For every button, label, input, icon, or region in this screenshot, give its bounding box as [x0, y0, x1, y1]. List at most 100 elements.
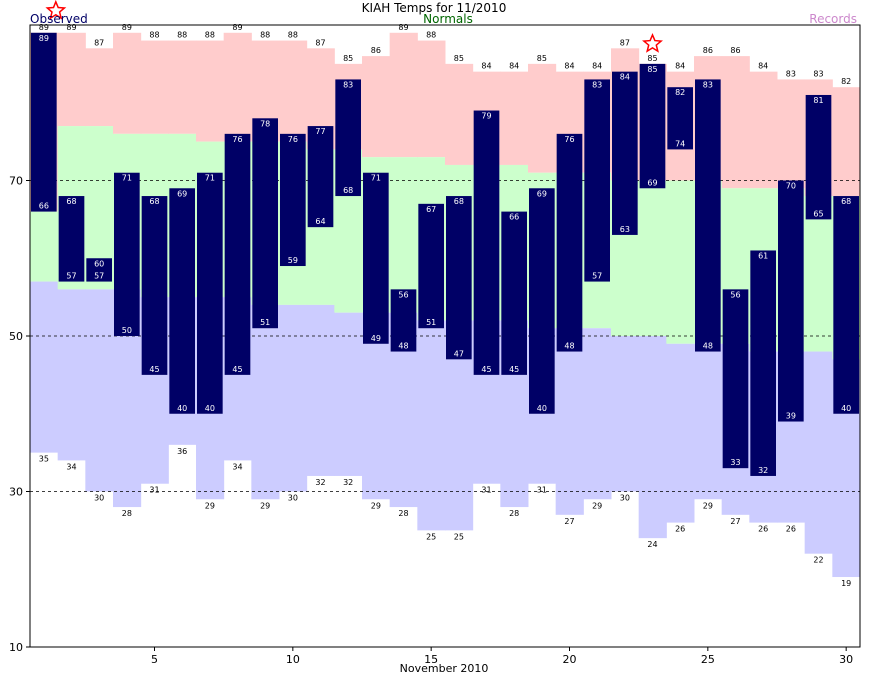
observed-high-label: 69	[537, 189, 547, 198]
x-tick-label: 25	[701, 653, 715, 666]
observed-bar	[805, 94, 832, 220]
observed-bar	[335, 79, 361, 197]
record-high-band	[168, 40, 197, 134]
y-tick-label: 50	[9, 330, 23, 343]
x-tick-label: 30	[839, 653, 853, 666]
observed-bar	[280, 133, 306, 267]
record-high-band	[528, 63, 557, 173]
observed-bar	[556, 133, 583, 352]
record-low-label: 29	[592, 501, 602, 510]
observed-low-label: 48	[703, 342, 713, 351]
record-low-label: 29	[703, 501, 713, 510]
record-high-label: 82	[841, 77, 851, 86]
legend-records: Records	[809, 12, 857, 26]
observed-low-label: 32	[758, 466, 768, 475]
observed-bar	[86, 258, 112, 282]
observed-bar	[584, 79, 610, 282]
record-low-band	[85, 289, 114, 492]
observed-high-label: 71	[122, 174, 132, 183]
observed-high-label: 83	[592, 80, 602, 89]
record-low-label: 28	[122, 509, 132, 518]
legend-normals: Normals	[423, 12, 473, 26]
record-low-label: 28	[509, 509, 519, 518]
record-high-band	[196, 40, 225, 142]
record-high-label: 88	[426, 31, 436, 40]
observed-low-label: 40	[841, 404, 851, 413]
observed-high-label: 89	[39, 34, 49, 43]
record-low-label: 31	[481, 486, 491, 495]
record-high-label: 84	[481, 62, 491, 71]
legend-observed: Observed	[30, 12, 88, 26]
record-low-label: 24	[647, 540, 657, 549]
observed-bar	[750, 250, 776, 476]
record-high-label: 85	[537, 54, 547, 63]
observed-bar	[778, 180, 804, 422]
record-low-label: 28	[398, 509, 408, 518]
observed-low-label: 66	[39, 202, 49, 211]
observed-bar	[612, 71, 638, 235]
record-high-label: 88	[149, 31, 159, 40]
record-high-band	[749, 71, 778, 189]
record-high-band	[445, 63, 474, 165]
record-low-label: 29	[260, 501, 270, 510]
observed-low-label: 33	[730, 458, 740, 467]
observed-low-label: 47	[454, 349, 464, 358]
observed-bar	[446, 196, 472, 360]
record-high-label: 84	[592, 62, 602, 71]
y-tick-label: 10	[9, 641, 23, 654]
observed-low-label: 64	[315, 217, 325, 226]
record-high-label: 88	[205, 31, 215, 40]
record-high-band	[57, 32, 86, 127]
x-tick-label: 5	[151, 653, 158, 666]
record-low-label: 26	[675, 525, 685, 534]
normal-band	[389, 157, 418, 313]
record-low-label: 19	[841, 579, 851, 588]
observed-high-label: 67	[426, 205, 436, 214]
record-low-band	[251, 304, 280, 500]
observed-high-label: 78	[260, 119, 270, 128]
record-high-label: 84	[758, 62, 768, 71]
observed-bar	[529, 188, 555, 414]
observed-bar	[473, 110, 500, 375]
observed-high-label: 61	[758, 251, 768, 260]
record-low-label: 30	[94, 494, 104, 503]
observed-low-label: 40	[177, 404, 187, 413]
record-high-label: 89	[232, 23, 242, 32]
observed-low-label: 45	[149, 365, 159, 374]
observed-high-label: 68	[841, 197, 851, 206]
record-high-band	[389, 32, 418, 158]
record-low-label: 32	[315, 478, 325, 487]
record-high-label: 89	[66, 23, 76, 32]
observed-high-label: 66	[509, 213, 519, 222]
observed-bar	[31, 32, 57, 212]
observed-high-label: 68	[454, 197, 464, 206]
observed-low-label: 69	[647, 178, 657, 187]
record-low-label: 22	[813, 556, 823, 565]
observed-low-label: 63	[620, 225, 630, 234]
record-high-label: 86	[371, 46, 381, 55]
record-low-band	[694, 343, 723, 500]
record-low-label: 31	[149, 486, 159, 495]
record-low-band	[417, 320, 446, 531]
observed-bar-layer	[31, 32, 859, 476]
record-low-label: 25	[454, 532, 464, 541]
record-low-label: 29	[205, 501, 215, 510]
record-high-label: 86	[703, 46, 713, 55]
observed-bar	[141, 196, 168, 375]
gridline-layer	[30, 180, 860, 492]
value-label-layer: 89 66 89 35 68 57 89 34 60 57 87 30 71 50 89 28 68 45 88 31…	[39, 0, 851, 588]
record-high-label: 85	[647, 54, 657, 63]
record-low-band	[334, 312, 363, 476]
observed-low-label: 45	[509, 365, 519, 374]
record-low-band	[611, 336, 640, 492]
record-high-label: 89	[122, 23, 132, 32]
observed-high-label: 56	[730, 290, 740, 299]
record-high-band	[832, 87, 861, 197]
record-high-label: 88	[288, 31, 298, 40]
observed-low-label: 59	[288, 256, 298, 265]
observed-high-label: 83	[343, 80, 353, 89]
observed-high-label: 69	[177, 189, 187, 198]
record-low-band	[57, 289, 86, 461]
x-axis-label: November 2010	[400, 662, 489, 675]
y-tick-label: 30	[9, 486, 23, 499]
